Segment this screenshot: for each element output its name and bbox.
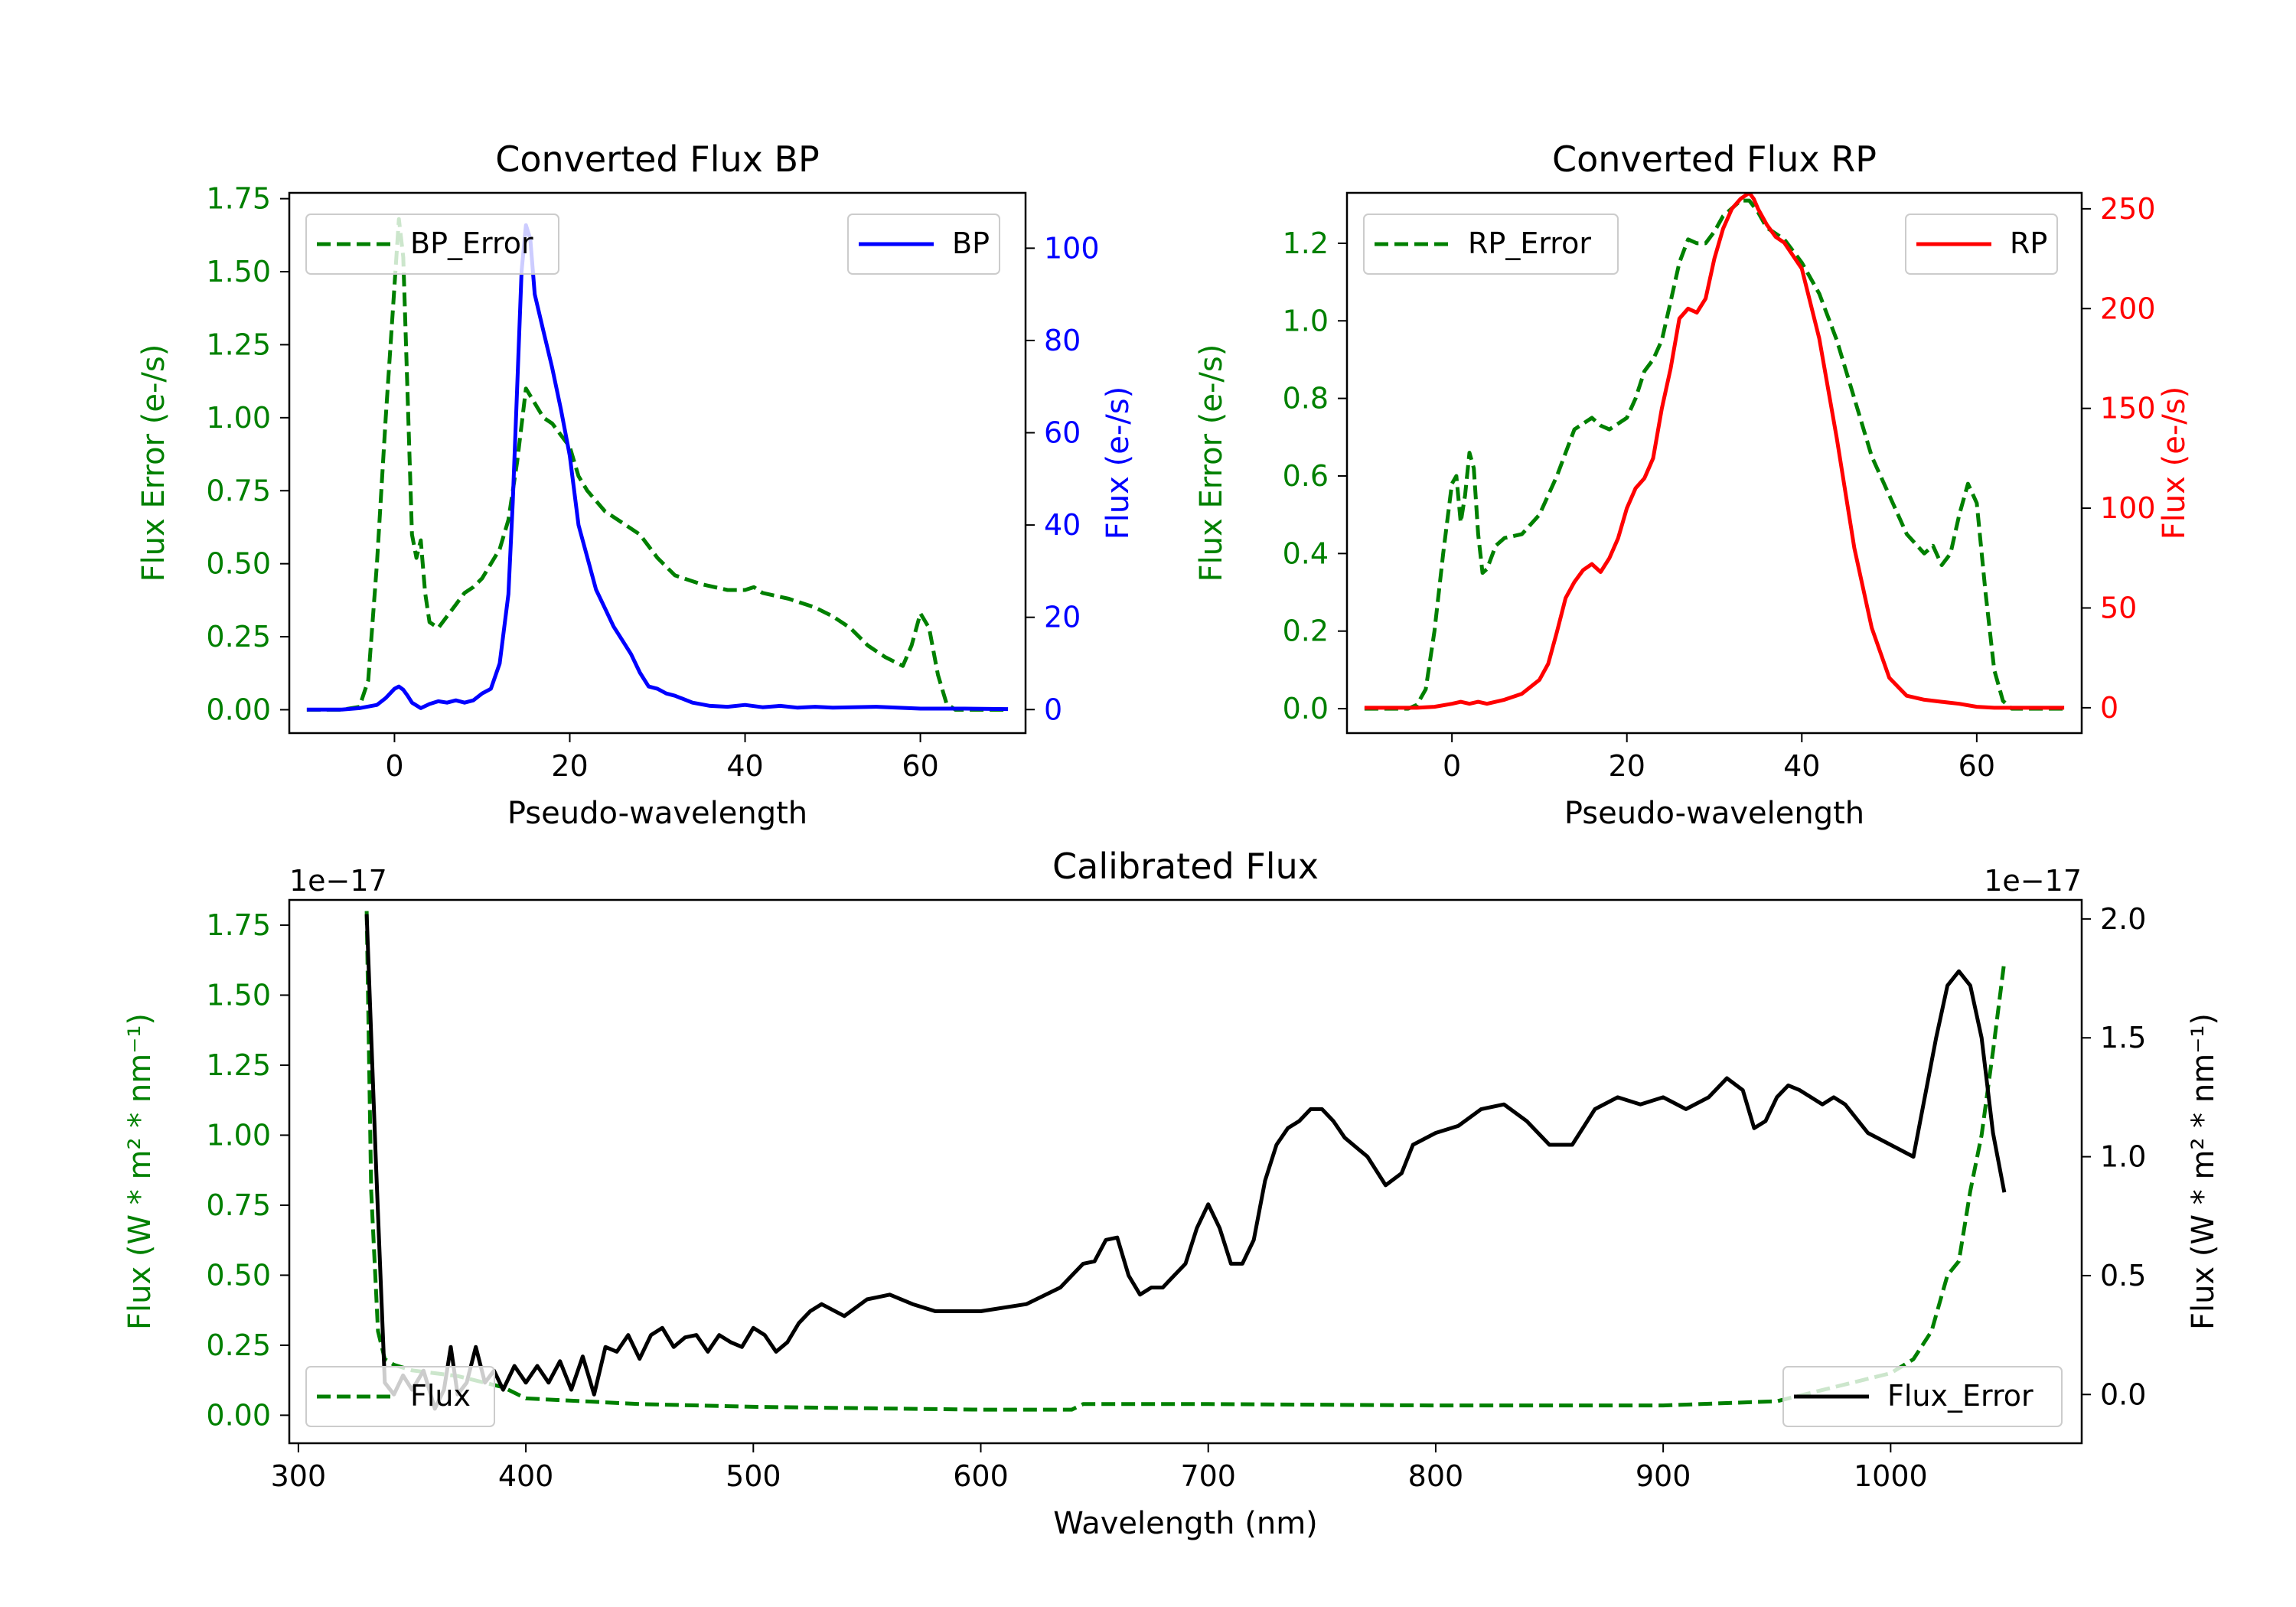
calibrated-title: Calibrated Flux bbox=[1052, 846, 1319, 887]
calibrated-y-right-tick-label: 0.0 bbox=[2100, 1377, 2146, 1411]
bp-y-left-tick-label: 0.25 bbox=[206, 620, 271, 654]
rp-series-rp-error bbox=[1364, 198, 2065, 711]
calibrated-y-left-tick-label: 0.75 bbox=[206, 1188, 271, 1222]
bp-y-left-tick-label: 0.50 bbox=[206, 547, 271, 581]
bp-title: Converted Flux BP bbox=[495, 139, 820, 180]
calibrated-x-tick-label: 600 bbox=[953, 1459, 1009, 1493]
bp-axes-frame bbox=[288, 191, 1027, 735]
calibrated-y-left-tick-label: 1.75 bbox=[206, 908, 271, 942]
bp-y-left-tick-label: 1.25 bbox=[206, 328, 271, 361]
bp-y-left-tick-label: 1.75 bbox=[206, 182, 271, 216]
calibrated-y-left-tick-label: 0.00 bbox=[206, 1398, 271, 1432]
bp-y-left-tick-label: 0.75 bbox=[206, 474, 271, 507]
bp-x-axis-label: Pseudo-wavelength bbox=[507, 796, 807, 831]
rp-y-left-tick-label: 0.8 bbox=[1283, 382, 1329, 416]
calibrated-y-right-axis-label: Flux (W * m² * nm⁻¹) bbox=[2186, 1013, 2221, 1330]
bp-legend-left: BP_Error bbox=[305, 214, 559, 275]
calibrated-y-right-tick-label: 1.5 bbox=[2100, 1021, 2146, 1054]
rp-y-left-tick-label: 1.2 bbox=[1283, 227, 1329, 260]
rp-legend-left-label: RP_Error bbox=[1468, 227, 1591, 260]
calibrated-y-left-tick-label: 1.25 bbox=[206, 1048, 271, 1082]
calibrated-legend-right-label: Flux_Error bbox=[1887, 1379, 2033, 1413]
calibrated-y-left-tick-label: 1.00 bbox=[206, 1118, 271, 1152]
bp-legend-left-frame bbox=[305, 214, 559, 275]
calibrated-legend-left-frame bbox=[305, 1366, 495, 1427]
rp-x-tick-label: 40 bbox=[1783, 749, 1820, 783]
calibrated-legend-left-label: Flux bbox=[410, 1379, 471, 1413]
calibrated-series-flux-error bbox=[364, 911, 2007, 1412]
rp-y-right-tick-label: 150 bbox=[2100, 392, 2156, 425]
calibrated-legend-right: Flux_Error bbox=[1782, 1366, 2063, 1427]
rp-x-tick-label: 60 bbox=[1958, 749, 1995, 783]
rp-y-left-tick-label: 0.2 bbox=[1283, 614, 1329, 648]
bp-x-tick-label: 40 bbox=[726, 749, 763, 783]
bp-y-left-tick-label: 1.00 bbox=[206, 401, 271, 435]
calibrated-legend-left: Flux bbox=[305, 1366, 495, 1427]
calibrated-x-tick-label: 900 bbox=[1636, 1459, 1691, 1493]
rp-legend-right-label: RP bbox=[2010, 227, 2047, 260]
bp-y-right-tick-label: 20 bbox=[1044, 601, 1081, 634]
rp-series-rp bbox=[1364, 193, 2065, 710]
calibrated-x-tick-label: 800 bbox=[1408, 1459, 1464, 1493]
bp-x-tick-label: 0 bbox=[385, 749, 403, 783]
bp-y-right-tick-label: 40 bbox=[1044, 508, 1081, 542]
bp-x-tick-label: 20 bbox=[551, 749, 588, 783]
calibrated-y-left-axis-label: Flux (W * m² * nm⁻¹) bbox=[122, 1013, 158, 1330]
calibrated-x-tick-label: 1000 bbox=[1854, 1459, 1928, 1493]
rp-y-right-tick-label: 250 bbox=[2100, 192, 2156, 226]
rp-y-left-tick-label: 0.6 bbox=[1283, 459, 1329, 493]
bp-series-bp bbox=[306, 223, 1009, 712]
calibrated-axes-frame bbox=[288, 898, 2083, 1445]
rp-y-left-tick-label: 0.0 bbox=[1283, 692, 1329, 725]
bp-y-right-axis-label: Flux (e-/s) bbox=[1101, 386, 1136, 539]
rp-legend-left: RP_Error bbox=[1363, 214, 1619, 275]
rp-legend-right: RP bbox=[1905, 214, 2058, 275]
rp-y-right-tick-label: 200 bbox=[2100, 292, 2156, 325]
bp-y-right-tick-label: 0 bbox=[1044, 693, 1062, 726]
rp-y-left-tick-label: 0.4 bbox=[1283, 536, 1329, 570]
calibrated-x-tick-label: 400 bbox=[498, 1459, 554, 1493]
rp-y-right-axis-label: Flux (e-/s) bbox=[2157, 386, 2192, 539]
rp-x-tick-label: 0 bbox=[1443, 749, 1461, 783]
calibrated-series-flux bbox=[364, 914, 2007, 1411]
calibrated-x-tick-label: 700 bbox=[1180, 1459, 1236, 1493]
calibrated-x-axis-label: Wavelength (nm) bbox=[1053, 1506, 1318, 1541]
rp-y-right-tick-label: 100 bbox=[2100, 491, 2156, 525]
bp-y-right-tick-label: 60 bbox=[1044, 416, 1081, 450]
bp-y-right-tick-label: 100 bbox=[1044, 231, 1100, 265]
bp-series-bp-error bbox=[306, 217, 1009, 712]
calibrated-y-left-tick-label: 1.50 bbox=[206, 978, 271, 1012]
rp-legend-left-frame bbox=[1363, 214, 1619, 275]
calibrated-y-left-tick-label: 0.50 bbox=[206, 1258, 271, 1292]
calibrated-offset-right: 1e−17 bbox=[1984, 864, 2082, 898]
calibrated-y-right-tick-label: 2.0 bbox=[2100, 902, 2146, 936]
bp-legend-right: BP bbox=[847, 214, 1000, 275]
calibrated-x-tick-label: 500 bbox=[726, 1459, 781, 1493]
bp-y-left-axis-label: Flux Error (e-/s) bbox=[136, 344, 171, 582]
bp-x-tick-label: 60 bbox=[902, 749, 938, 783]
bp-legend-left-label: BP_Error bbox=[410, 227, 533, 260]
calibrated-x-tick-label: 300 bbox=[271, 1459, 327, 1493]
calibrated-offset-left: 1e−17 bbox=[289, 864, 387, 898]
bp-legend-right-label: BP bbox=[952, 227, 990, 260]
calibrated-y-left-tick-label: 0.25 bbox=[206, 1328, 271, 1362]
rp-axes-frame bbox=[1345, 191, 2083, 735]
bp-y-right-tick-label: 80 bbox=[1044, 324, 1081, 357]
rp-y-left-tick-label: 1.0 bbox=[1283, 304, 1329, 337]
rp-y-right-tick-label: 0 bbox=[2100, 691, 2118, 725]
calibrated-y-right-tick-label: 1.0 bbox=[2100, 1140, 2146, 1174]
rp-x-tick-label: 20 bbox=[1609, 749, 1645, 783]
bp-y-left-tick-label: 0.00 bbox=[206, 693, 271, 726]
calibrated-y-right-tick-label: 0.5 bbox=[2100, 1259, 2146, 1292]
bp-y-left-tick-label: 1.50 bbox=[206, 255, 271, 288]
rp-y-left-axis-label: Flux Error (e-/s) bbox=[1194, 344, 1229, 582]
rp-title: Converted Flux RP bbox=[1552, 139, 1877, 180]
calibrated-legend-right-frame bbox=[1782, 1366, 2063, 1427]
rp-x-axis-label: Pseudo-wavelength bbox=[1564, 796, 1864, 831]
rp-y-right-tick-label: 50 bbox=[2100, 591, 2137, 624]
